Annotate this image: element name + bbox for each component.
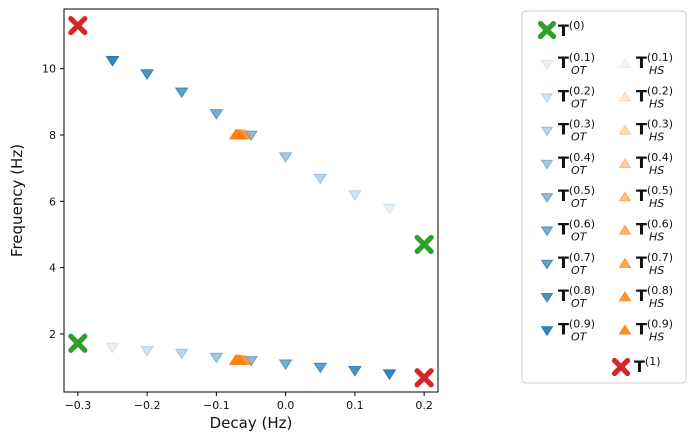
x-tick-label: −0.1: [203, 399, 230, 412]
marker-start: [68, 333, 88, 353]
axis-ticks: −0.3 −0.2 −0.1 0.0 0.1 0.2 2 4 6 8 10: [42, 63, 433, 412]
legend-label-ot: T(0.6) OT: [558, 218, 595, 244]
legend-label-ot: T(0.7) OT: [558, 251, 595, 277]
legend-marker-hs: [618, 191, 632, 202]
legend-marker-hs: [618, 124, 632, 135]
marker-start: [414, 234, 434, 255]
marker-end: [68, 15, 88, 36]
marker-ot: [174, 87, 189, 99]
legend-marker-hs: [618, 157, 632, 168]
legend-marker-ot: [540, 226, 554, 237]
marker-ot: [382, 369, 397, 381]
legend-marker-ot: [540, 259, 554, 270]
x-tick-label: 0.0: [277, 399, 295, 412]
marker-ot: [244, 356, 258, 367]
legend-marker-hs: [618, 291, 632, 302]
legend-label-hs: T(0.7) HS: [636, 251, 673, 277]
y-tick-label: 10: [42, 63, 56, 76]
y-axis-label: Frequency (Hz): [8, 144, 26, 257]
x-tick-label: −0.2: [134, 399, 161, 412]
legend-marker-hs: [618, 324, 632, 335]
marker-hs: [228, 354, 243, 365]
marker-ot: [140, 69, 155, 81]
legend-marker-end: [611, 357, 631, 377]
marker-ot: [347, 190, 362, 202]
plot-area: [63, 8, 439, 393]
legend-box: [521, 10, 687, 384]
legend-marker-ot: [540, 59, 554, 70]
legend-label-ot: T(0.9) OT: [558, 317, 595, 343]
legend-label-end: T(1): [634, 355, 661, 376]
marker-ot: [313, 362, 328, 374]
legend-marker-hs: [618, 224, 632, 235]
legend-label-ot: T(0.2) OT: [558, 84, 595, 110]
y-tick-label: 4: [49, 262, 56, 275]
legend-label-start: T(0): [558, 19, 585, 40]
legend-marker-ot: [540, 126, 554, 137]
legend-label-ot: T(0.5) OT: [558, 184, 595, 210]
legend-marker-hs: [618, 257, 632, 268]
marker-ot: [347, 366, 362, 377]
marker-ot: [174, 348, 189, 360]
legend-label-ot: T(0.8) OT: [558, 284, 595, 310]
marker-ot: [278, 152, 293, 163]
legend-marker-ot: [540, 93, 554, 104]
legend-marker-ot: [540, 193, 554, 204]
legend: T(0) T(0.1) OT T(0.2) OT T(0.3) OT T(0.4) OT T(0.…: [537, 19, 673, 377]
marker-ot: [278, 359, 293, 371]
legend-marker-ot: [540, 159, 554, 170]
x-tick-label: 0.1: [346, 399, 364, 412]
legend-label-hs: T(0.4) HS: [636, 151, 673, 177]
legend-marker-hs: [618, 91, 632, 102]
legend-label-ot: T(0.3) OT: [558, 118, 595, 144]
legend-marker-start: [537, 20, 557, 40]
marker-ot: [313, 173, 328, 185]
y-tick-label: 6: [49, 195, 56, 208]
marker-hs: [228, 128, 243, 140]
legend-marker-ot: [540, 326, 554, 337]
legend-label-hs: T(0.2) HS: [636, 84, 673, 110]
legend-label-hs: T(0.1) HS: [636, 51, 673, 77]
x-axis-label: Decay (Hz): [210, 414, 293, 432]
x-tick-label: 0.2: [415, 399, 433, 412]
legend-label-hs: T(0.6) HS: [636, 218, 673, 244]
marker-ot: [382, 203, 397, 215]
y-tick-label: 2: [49, 328, 56, 341]
legend-label-hs: T(0.5) HS: [636, 184, 673, 210]
marker-ot: [140, 346, 155, 357]
legend-label-hs: T(0.8) HS: [636, 284, 673, 310]
y-tick-label: 8: [49, 129, 56, 142]
legend-label-ot: T(0.4) OT: [558, 151, 595, 177]
legend-marker-hs: [618, 58, 632, 69]
marker-ot: [209, 352, 224, 364]
legend-label-hs: T(0.9) HS: [636, 317, 673, 343]
marker-end: [414, 368, 434, 388]
marker-ot: [105, 56, 120, 67]
legend-marker-ot: [540, 293, 554, 303]
marker-ot: [244, 130, 258, 142]
marker-ot: [105, 342, 120, 354]
data-markers: [68, 15, 434, 388]
legend-label-ot: T(0.1) OT: [558, 51, 595, 77]
x-tick-label: −0.3: [64, 399, 91, 412]
marker-ot: [209, 109, 224, 120]
legend-label-hs: T(0.3) HS: [636, 118, 673, 144]
